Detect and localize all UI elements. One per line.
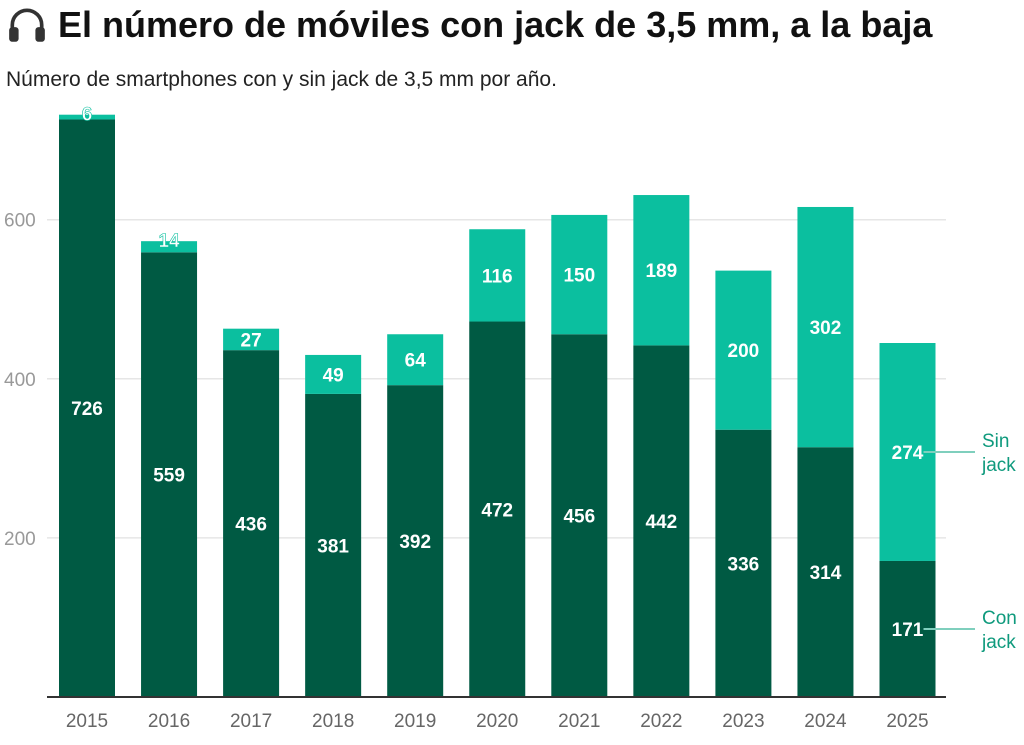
data-label-con-jack: 336 <box>728 554 760 575</box>
x-tick-label: 2017 <box>230 711 272 732</box>
data-label-sin-jack: 14 <box>158 231 180 252</box>
bar-sin-jack <box>633 195 690 346</box>
data-label-con-jack: 314 <box>810 563 842 584</box>
x-tick-label: 2018 <box>312 711 354 732</box>
y-tick-label: 200 <box>4 529 36 550</box>
bar-con-jack <box>387 385 444 697</box>
data-label-sin-jack: 200 <box>728 341 760 362</box>
data-label-sin-jack: 6 <box>82 105 93 126</box>
x-tick-label: 2023 <box>722 711 764 732</box>
x-tick-label: 2025 <box>886 711 928 732</box>
y-tick-label: 600 <box>4 211 36 232</box>
bar-sin-jack <box>387 334 444 386</box>
bar-sin-jack <box>551 214 608 335</box>
x-tick-label: 2021 <box>558 711 600 732</box>
data-label-con-jack: 392 <box>399 532 431 553</box>
legend-con-jack-line1: Con <box>982 608 1017 629</box>
bar-con-jack <box>551 334 608 697</box>
x-tick-label: 2016 <box>148 711 190 732</box>
bar-sin-jack <box>715 270 772 430</box>
bar-sin-jack <box>59 114 115 120</box>
data-label-sin-jack: 302 <box>810 318 842 339</box>
bar-con-jack <box>469 321 526 697</box>
bar-con-jack <box>633 345 690 697</box>
x-tick-label: 2024 <box>804 711 847 732</box>
data-label-sin-jack: 64 <box>405 351 427 372</box>
data-label-sin-jack: 189 <box>645 261 677 282</box>
legend-con-jack-line2: jack <box>981 632 1016 653</box>
bar-sin-jack <box>305 354 362 394</box>
data-label-sin-jack: 116 <box>482 266 513 287</box>
bar-sin-jack <box>141 241 198 253</box>
data-label-con-jack: 456 <box>563 507 595 528</box>
headphones-icon <box>9 8 45 42</box>
data-label-sin-jack: 27 <box>241 330 262 351</box>
x-tick-label: 2020 <box>476 711 518 732</box>
bar-con-jack <box>305 393 362 697</box>
data-label-con-jack: 436 <box>235 515 267 536</box>
bar-con-jack <box>59 119 115 698</box>
x-tick-label: 2022 <box>640 711 682 732</box>
data-label-con-jack: 381 <box>317 536 349 557</box>
legend-sin-jack-line2: jack <box>981 455 1016 476</box>
bar-con-jack <box>141 252 198 698</box>
data-label-sin-jack: 150 <box>563 266 595 287</box>
legend-sin-jack-line1: Sin <box>982 431 1009 452</box>
data-label-sin-jack: 274 <box>892 443 924 464</box>
bar-con-jack <box>715 429 772 697</box>
data-label-con-jack: 442 <box>645 512 677 533</box>
x-tick-label: 2015 <box>66 711 108 732</box>
bar-sin-jack <box>223 328 280 351</box>
x-tick-label: 2019 <box>394 711 436 732</box>
bar-con-jack <box>797 447 854 697</box>
bar-con-jack <box>223 350 280 697</box>
chart-subtitle: Número de smartphones con y sin jack de … <box>6 68 557 91</box>
bar-sin-jack <box>469 229 526 322</box>
bar-sin-jack <box>797 206 854 448</box>
y-tick-label: 400 <box>4 370 36 391</box>
data-label-con-jack: 472 <box>481 500 513 521</box>
chart-title: El número de móviles con jack de 3,5 mm,… <box>6 4 932 46</box>
data-label-con-jack: 726 <box>71 399 103 420</box>
title-text: El número de móviles con jack de 3,5 mm,… <box>58 4 933 45</box>
data-label-con-jack: 171 <box>892 620 924 641</box>
data-label-sin-jack: 49 <box>323 365 344 386</box>
data-label-con-jack: 559 <box>153 466 185 487</box>
